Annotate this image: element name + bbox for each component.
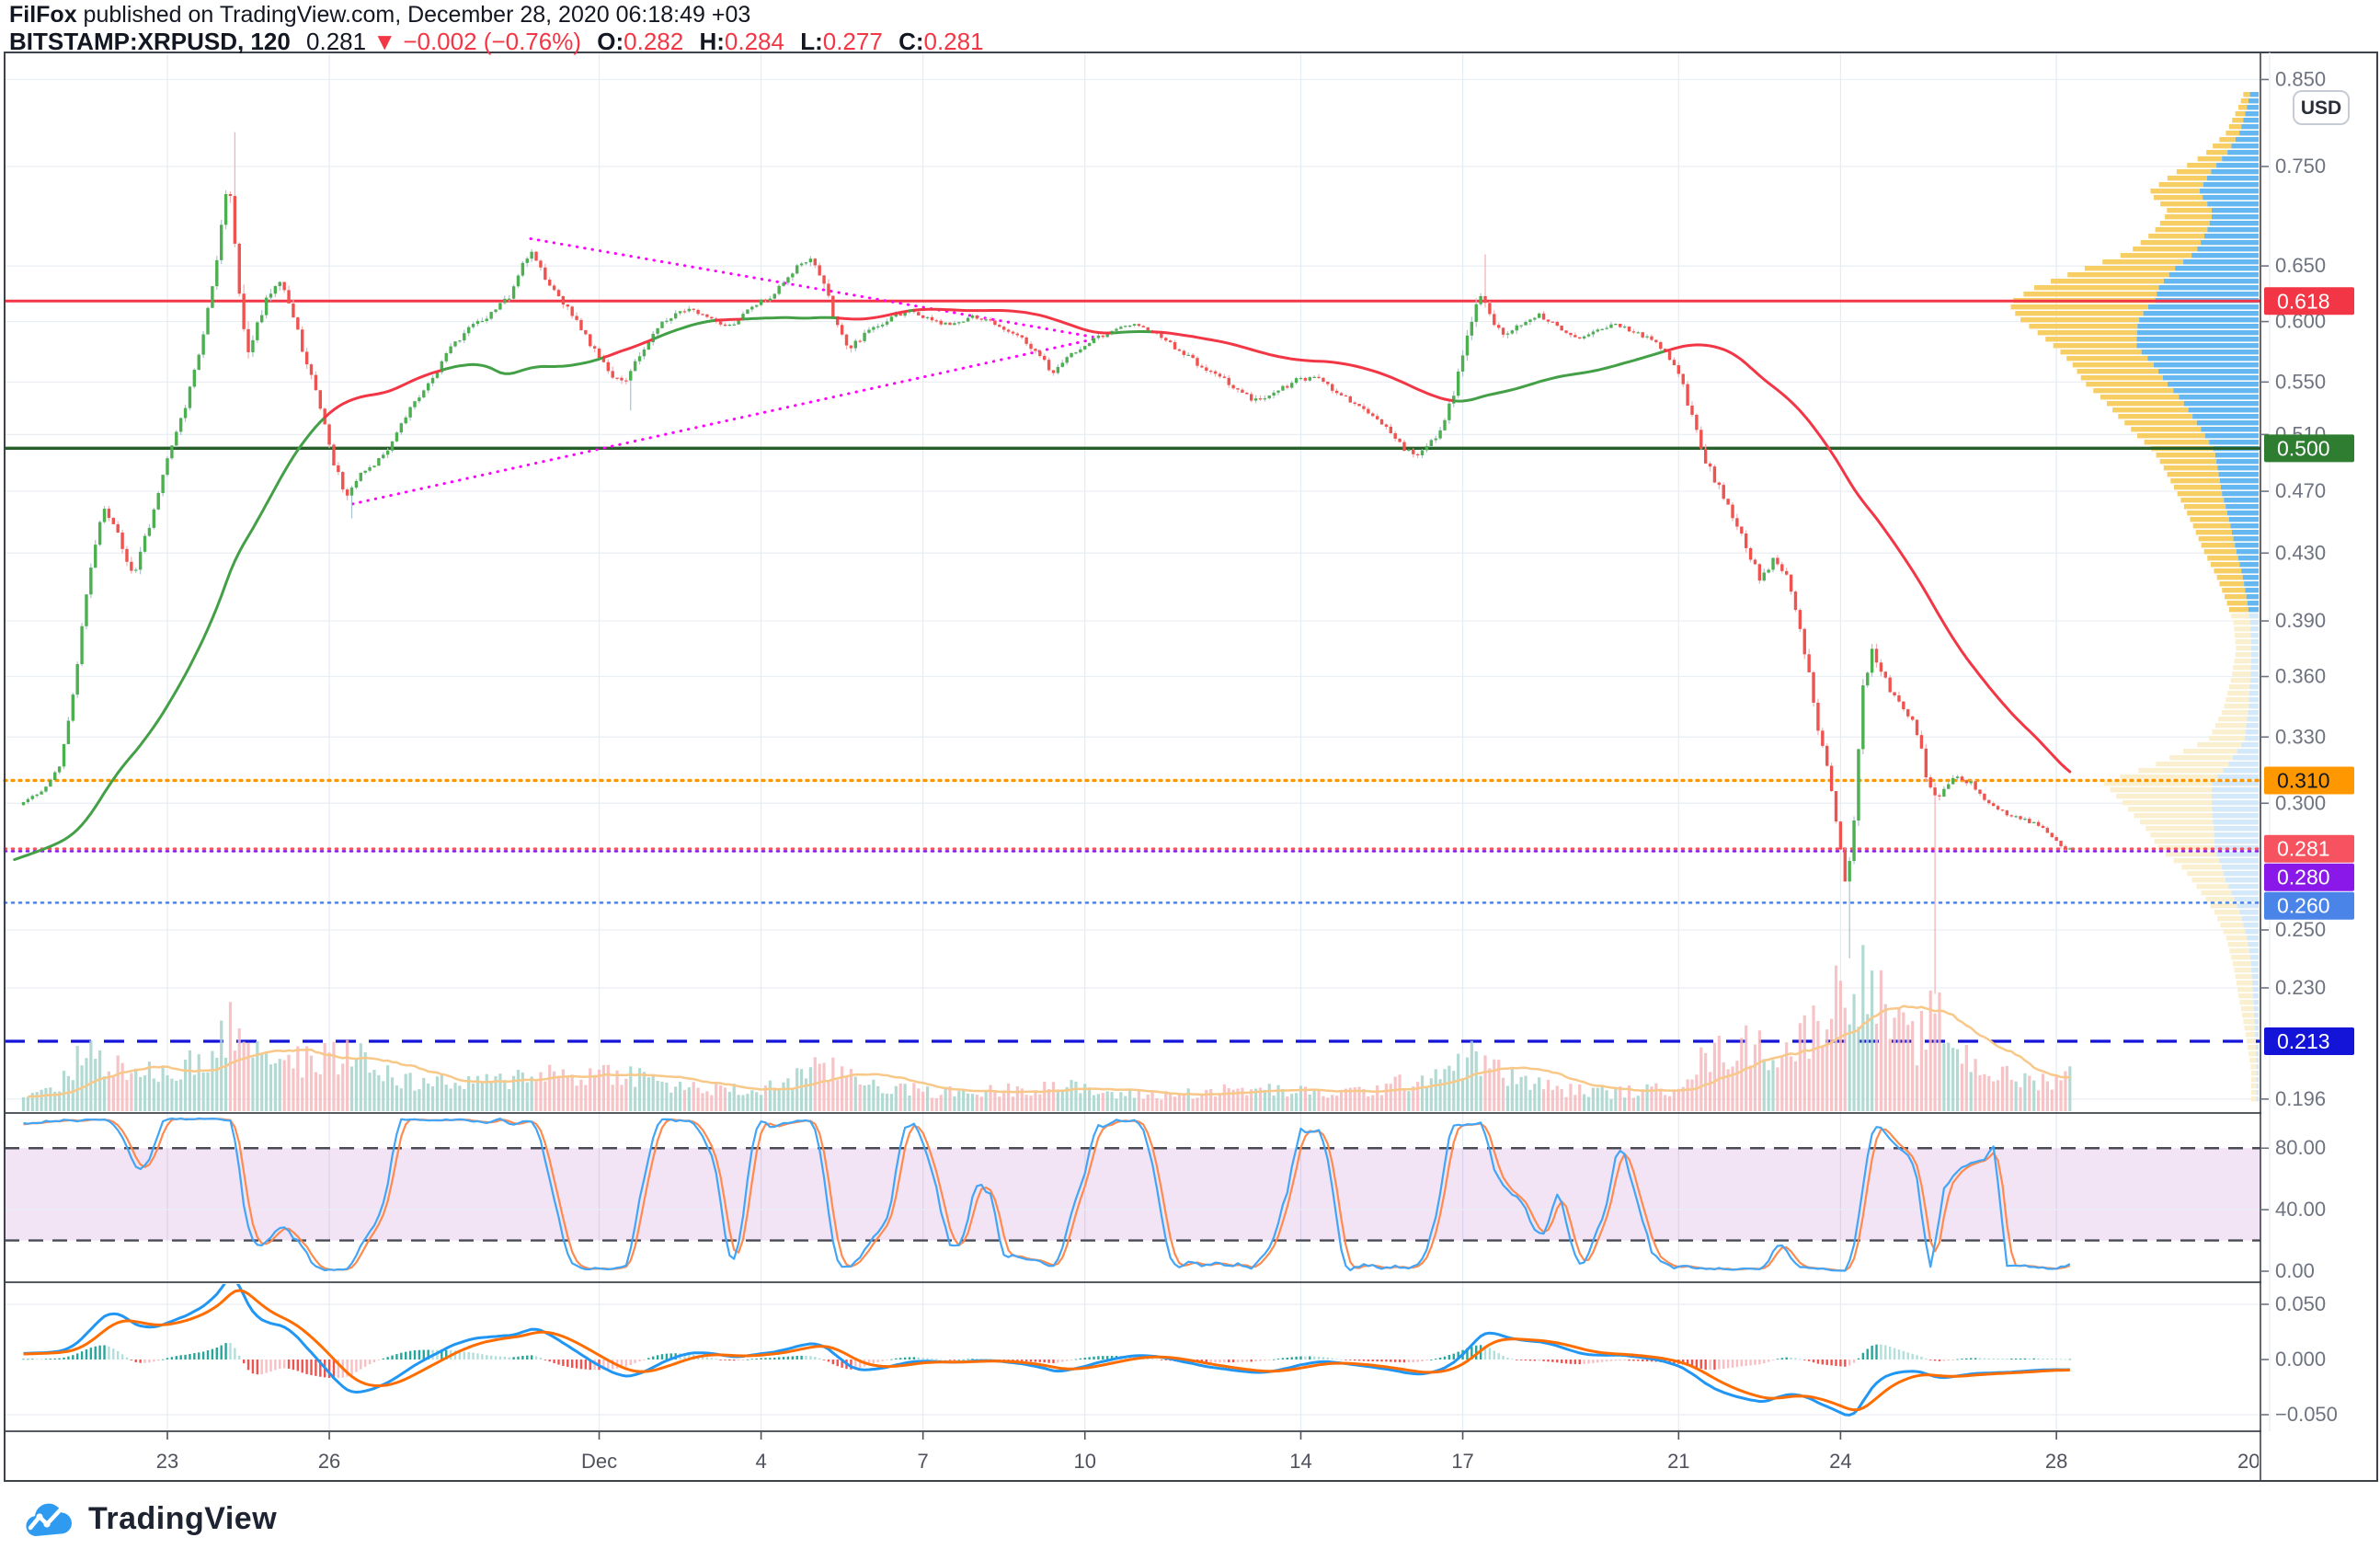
price-tick-0.230: 0.230 (2275, 976, 2326, 999)
time-tick-28: 28 (2045, 1450, 2067, 1473)
price-label-0.618: 0.618 (2264, 287, 2354, 316)
price-label-0.213: 0.213 (2264, 1027, 2354, 1056)
price-tick-0.750: 0.750 (2275, 155, 2326, 178)
time-tick-Dec: Dec (581, 1450, 617, 1473)
macd-panel (5, 1284, 2260, 1417)
chart-header: FilFox published on TradingView.com, Dec… (9, 2, 984, 54)
svg-text:0.281: 0.281 (2277, 837, 2330, 861)
level-lines-layer (5, 299, 2260, 1043)
price-tick-0.470: 0.470 (2275, 479, 2326, 502)
price-label-0.260: 0.260 (2264, 891, 2354, 920)
svg-text:0.618: 0.618 (2277, 289, 2330, 313)
time-tick-17: 17 (1451, 1450, 1473, 1473)
price-tick-0.300: 0.300 (2275, 791, 2326, 814)
price-axis[interactable]: 0.8500.7500.6500.6000.5500.5100.4700.430… (2260, 52, 2376, 1481)
time-tick-24: 24 (1829, 1450, 1851, 1473)
grid-layer (5, 52, 2271, 1431)
low-label: L: (800, 28, 823, 55)
macd-tick-−0.050: −0.050 (2275, 1403, 2338, 1426)
stochastic-panel (5, 1117, 2260, 1272)
time-tick-10: 10 (1073, 1450, 1095, 1473)
price-label-0.500: 0.500 (2264, 434, 2354, 463)
pattern-triangle[interactable] (350, 236, 1101, 506)
volume-profile-layer (2010, 92, 2259, 1102)
stoch-tick-40.00: 40.00 (2275, 1198, 2326, 1221)
svg-text:0.213: 0.213 (2277, 1029, 2330, 1053)
volume-layer (21, 945, 2072, 1111)
ma-line (13, 307, 2072, 861)
attribution-text: published on TradingView.com, December 2… (76, 2, 751, 28)
macd-line (23, 1284, 2070, 1417)
price-tick-0.330: 0.330 (2275, 725, 2326, 748)
price-tick-0.430: 0.430 (2275, 541, 2326, 564)
price-tick-0.650: 0.650 (2275, 254, 2326, 277)
stoch-k-line (23, 1117, 2071, 1272)
svg-text:0.260: 0.260 (2277, 894, 2330, 918)
low-value: 0.277 (822, 28, 883, 55)
open-label: O: (597, 28, 624, 55)
svg-text:0.280: 0.280 (2277, 866, 2330, 889)
close-label: C: (898, 28, 924, 55)
time-tick-26: 26 (318, 1450, 340, 1473)
price-tick-0.550: 0.550 (2275, 370, 2326, 393)
price-tick-0.360: 0.360 (2275, 665, 2326, 688)
tradingview-cloud-icon (26, 1503, 72, 1536)
macd-tick-0.050: 0.050 (2275, 1292, 2326, 1315)
time-tick-7: 7 (918, 1450, 929, 1473)
symbol-line: BITSTAMP:XRPUSD, 120 0.281 ▼ −0.002 (−0.… (9, 29, 984, 54)
price-tick-0.250: 0.250 (2275, 918, 2326, 941)
stoch-tick-80.00: 80.00 (2275, 1136, 2326, 1159)
macd-signal-line (23, 1289, 2070, 1412)
time-tick-2021: 2021 (2237, 1450, 2283, 1473)
macd-tick-0.000: 0.000 (2275, 1348, 2326, 1371)
attribution-line: FilFox published on TradingView.com, Dec… (9, 2, 984, 28)
stoch-tick-0.00: 0.00 (2275, 1259, 2315, 1282)
open-value: 0.282 (624, 28, 684, 55)
tradingview-logo-text: TradingView (88, 1500, 278, 1536)
panel-frame (4, 52, 2378, 1482)
time-axis[interactable]: 2021 23 26 Dec 4 7 10 14 17 21 24 28 (156, 1431, 2283, 1473)
high-value: 0.284 (724, 28, 784, 55)
direction-arrow-icon: ▼ (372, 28, 397, 55)
last-price: 0.281 (306, 28, 367, 55)
author-name: FilFox (9, 2, 77, 28)
volume-ma-line (28, 1004, 2070, 1098)
price-tick-0.850: 0.850 (2275, 67, 2326, 90)
price-change: −0.002 (−0.76%) (403, 28, 582, 55)
symbol-title: BITSTAMP:XRPUSD, 120 (9, 28, 291, 55)
time-tick-14: 14 (1289, 1450, 1311, 1473)
price-label-0.281: 0.281 (2264, 834, 2354, 863)
price-label-0.280: 0.280 (2264, 863, 2354, 891)
candles-layer (21, 132, 2072, 994)
price-tick-0.196: 0.196 (2275, 1087, 2326, 1110)
price-label-0.310: 0.310 (2264, 766, 2354, 795)
high-label: H: (699, 28, 725, 55)
svg-text:0.500: 0.500 (2277, 436, 2330, 460)
time-tick-21: 21 (1667, 1450, 1689, 1473)
time-tick-4: 4 (755, 1450, 766, 1473)
close-value: 0.281 (923, 28, 984, 55)
time-tick-23: 23 (156, 1450, 178, 1473)
currency-toggle-button[interactable]: USD (2293, 90, 2350, 125)
svg-text:0.310: 0.310 (2277, 768, 2330, 792)
svg-text:USD: USD (2301, 98, 2341, 119)
tradingview-logo[interactable]: TradingView (24, 1499, 277, 1538)
price-tick-0.390: 0.390 (2275, 609, 2326, 632)
level-lines-dotted-layer (3, 778, 2262, 904)
